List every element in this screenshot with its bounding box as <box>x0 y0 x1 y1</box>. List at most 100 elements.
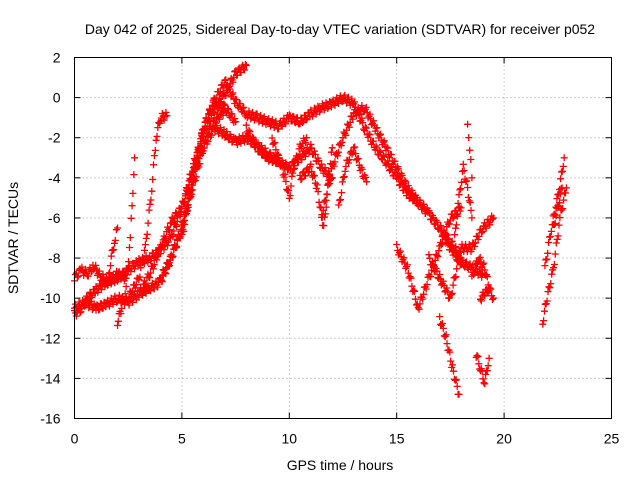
data-point <box>403 263 410 271</box>
data-point <box>149 265 157 273</box>
data-point <box>271 139 279 147</box>
data-point <box>454 199 462 207</box>
data-point <box>475 255 483 263</box>
data-point <box>335 100 342 107</box>
y-tick-label: -12 <box>40 330 60 346</box>
data-point <box>321 164 329 172</box>
data-point <box>124 298 132 306</box>
data-point <box>290 165 298 173</box>
data-point <box>165 259 173 267</box>
data-point <box>407 274 415 282</box>
data-point <box>489 294 497 302</box>
data-point <box>362 173 370 181</box>
data-point <box>489 214 497 222</box>
data-point <box>557 175 565 183</box>
data-point <box>222 92 230 99</box>
data-point <box>144 219 152 227</box>
data-point <box>479 227 487 235</box>
data-point <box>288 172 296 180</box>
data-point <box>553 195 561 203</box>
data-point <box>464 193 472 201</box>
data-point <box>554 232 562 240</box>
data-point <box>556 214 564 222</box>
data-point <box>160 116 168 124</box>
data-point <box>119 269 127 277</box>
data-point <box>345 159 353 167</box>
data-point <box>170 218 178 226</box>
data-point <box>126 234 134 242</box>
data-point <box>546 284 554 292</box>
data-point <box>557 185 565 193</box>
data-point <box>408 282 416 290</box>
data-point <box>283 185 291 193</box>
data-point <box>476 253 484 261</box>
data-point <box>146 274 154 282</box>
data-point <box>110 246 118 254</box>
data-point <box>342 131 350 139</box>
data-point <box>128 291 136 299</box>
series-sat-t <box>468 253 493 292</box>
data-point <box>114 224 121 232</box>
data-point <box>334 152 342 160</box>
data-point <box>222 76 230 84</box>
data-point <box>449 281 457 289</box>
data-point <box>486 221 494 229</box>
data-point <box>366 110 374 118</box>
data-point <box>436 271 444 278</box>
data-point <box>420 290 428 298</box>
data-point <box>552 212 560 220</box>
data-point <box>120 296 128 304</box>
data-point <box>379 152 387 160</box>
data-point <box>546 233 554 240</box>
data-point <box>212 119 220 127</box>
data-point <box>438 240 446 248</box>
data-point <box>423 281 431 288</box>
data-point <box>143 230 151 238</box>
data-point <box>337 142 345 150</box>
data-point <box>441 231 449 238</box>
data-point <box>221 90 229 98</box>
data-point <box>362 124 370 132</box>
data-point <box>299 119 307 127</box>
data-point <box>484 362 492 370</box>
data-point <box>164 242 172 249</box>
data-point <box>180 217 188 225</box>
data-point <box>443 284 451 292</box>
data-point <box>169 253 177 261</box>
data-point <box>153 132 161 140</box>
data-point <box>127 214 135 222</box>
data-point <box>193 151 201 159</box>
series-sat-g <box>135 106 229 301</box>
data-point <box>322 197 330 204</box>
data-point <box>129 189 137 197</box>
data-point <box>146 200 154 208</box>
data-point <box>338 189 345 197</box>
data-point <box>380 137 388 145</box>
series-sat-v <box>477 284 497 305</box>
data-point <box>483 273 491 281</box>
data-point <box>337 196 344 203</box>
data-point <box>281 170 289 178</box>
data-point <box>464 120 472 128</box>
data-point <box>550 221 558 229</box>
data-point <box>165 238 172 246</box>
data-point <box>139 259 147 267</box>
data-point <box>277 121 285 129</box>
data-point <box>544 288 552 296</box>
data-point <box>416 196 424 204</box>
data-point <box>547 227 555 235</box>
data-point <box>369 137 377 145</box>
data-point <box>158 278 166 286</box>
y-tick-label: -2 <box>48 130 61 146</box>
grid <box>74 57 612 419</box>
data-point <box>481 266 489 274</box>
data-point <box>245 126 253 134</box>
data-point <box>240 103 248 111</box>
y-axis-title: SDTVAR / TECUs <box>5 182 21 294</box>
data-point <box>474 236 482 243</box>
data-point <box>128 202 136 210</box>
data-point <box>207 108 215 116</box>
data-point <box>439 324 447 332</box>
data-point <box>197 135 205 143</box>
data-point <box>457 204 465 212</box>
